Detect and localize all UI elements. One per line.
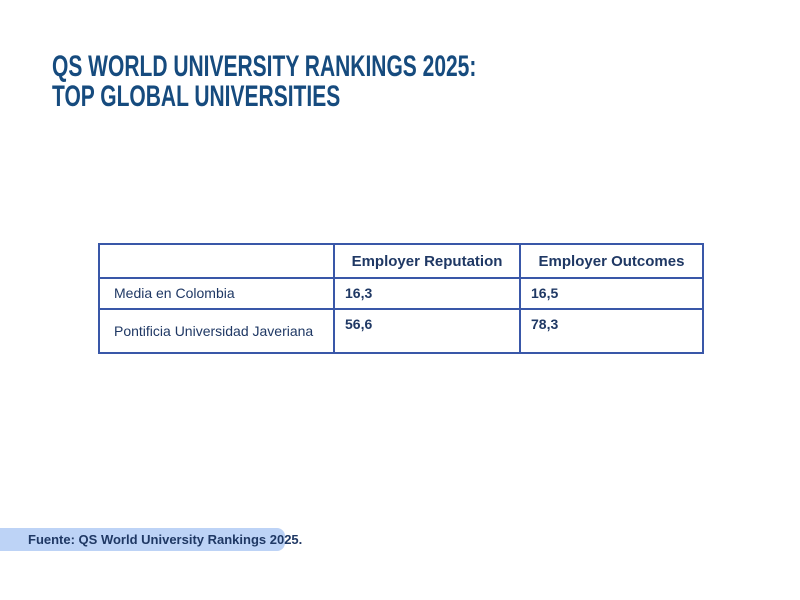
row-label-pontificia-universidad-javeriana: Pontificia Universidad Javeriana bbox=[98, 308, 335, 354]
cell-media-employer-reputation: 16,3 bbox=[333, 277, 521, 310]
table-row: Pontificia Universidad Javeriana 56,6 78… bbox=[98, 308, 704, 354]
table-row: Media en Colombia 16,3 16,5 bbox=[98, 277, 704, 310]
cell-javeriana-employer-outcomes: 78,3 bbox=[519, 308, 704, 354]
source-text: Fuente: QS World University Rankings 202… bbox=[28, 532, 303, 547]
page-title: QS WORLD UNIVERSITY RANKINGS 2025: TOP G… bbox=[52, 52, 658, 112]
source-badge: Fuente: QS World University Rankings 202… bbox=[0, 528, 302, 551]
page-title-line2: TOP GLOBAL UNIVERSITIES bbox=[52, 80, 341, 113]
page-title-line1: QS WORLD UNIVERSITY RANKINGS 2025: bbox=[52, 50, 477, 83]
column-header-employer-reputation: Employer Reputation bbox=[333, 243, 521, 279]
table-corner-cell bbox=[98, 243, 335, 279]
column-header-employer-outcomes: Employer Outcomes bbox=[519, 243, 704, 279]
rankings-table: Employer Reputation Employer Outcomes Me… bbox=[98, 243, 704, 354]
row-label-media-en-colombia: Media en Colombia bbox=[98, 277, 335, 310]
cell-media-employer-outcomes: 16,5 bbox=[519, 277, 704, 310]
table-header-row: Employer Reputation Employer Outcomes bbox=[98, 243, 704, 279]
cell-javeriana-employer-reputation: 56,6 bbox=[333, 308, 521, 354]
